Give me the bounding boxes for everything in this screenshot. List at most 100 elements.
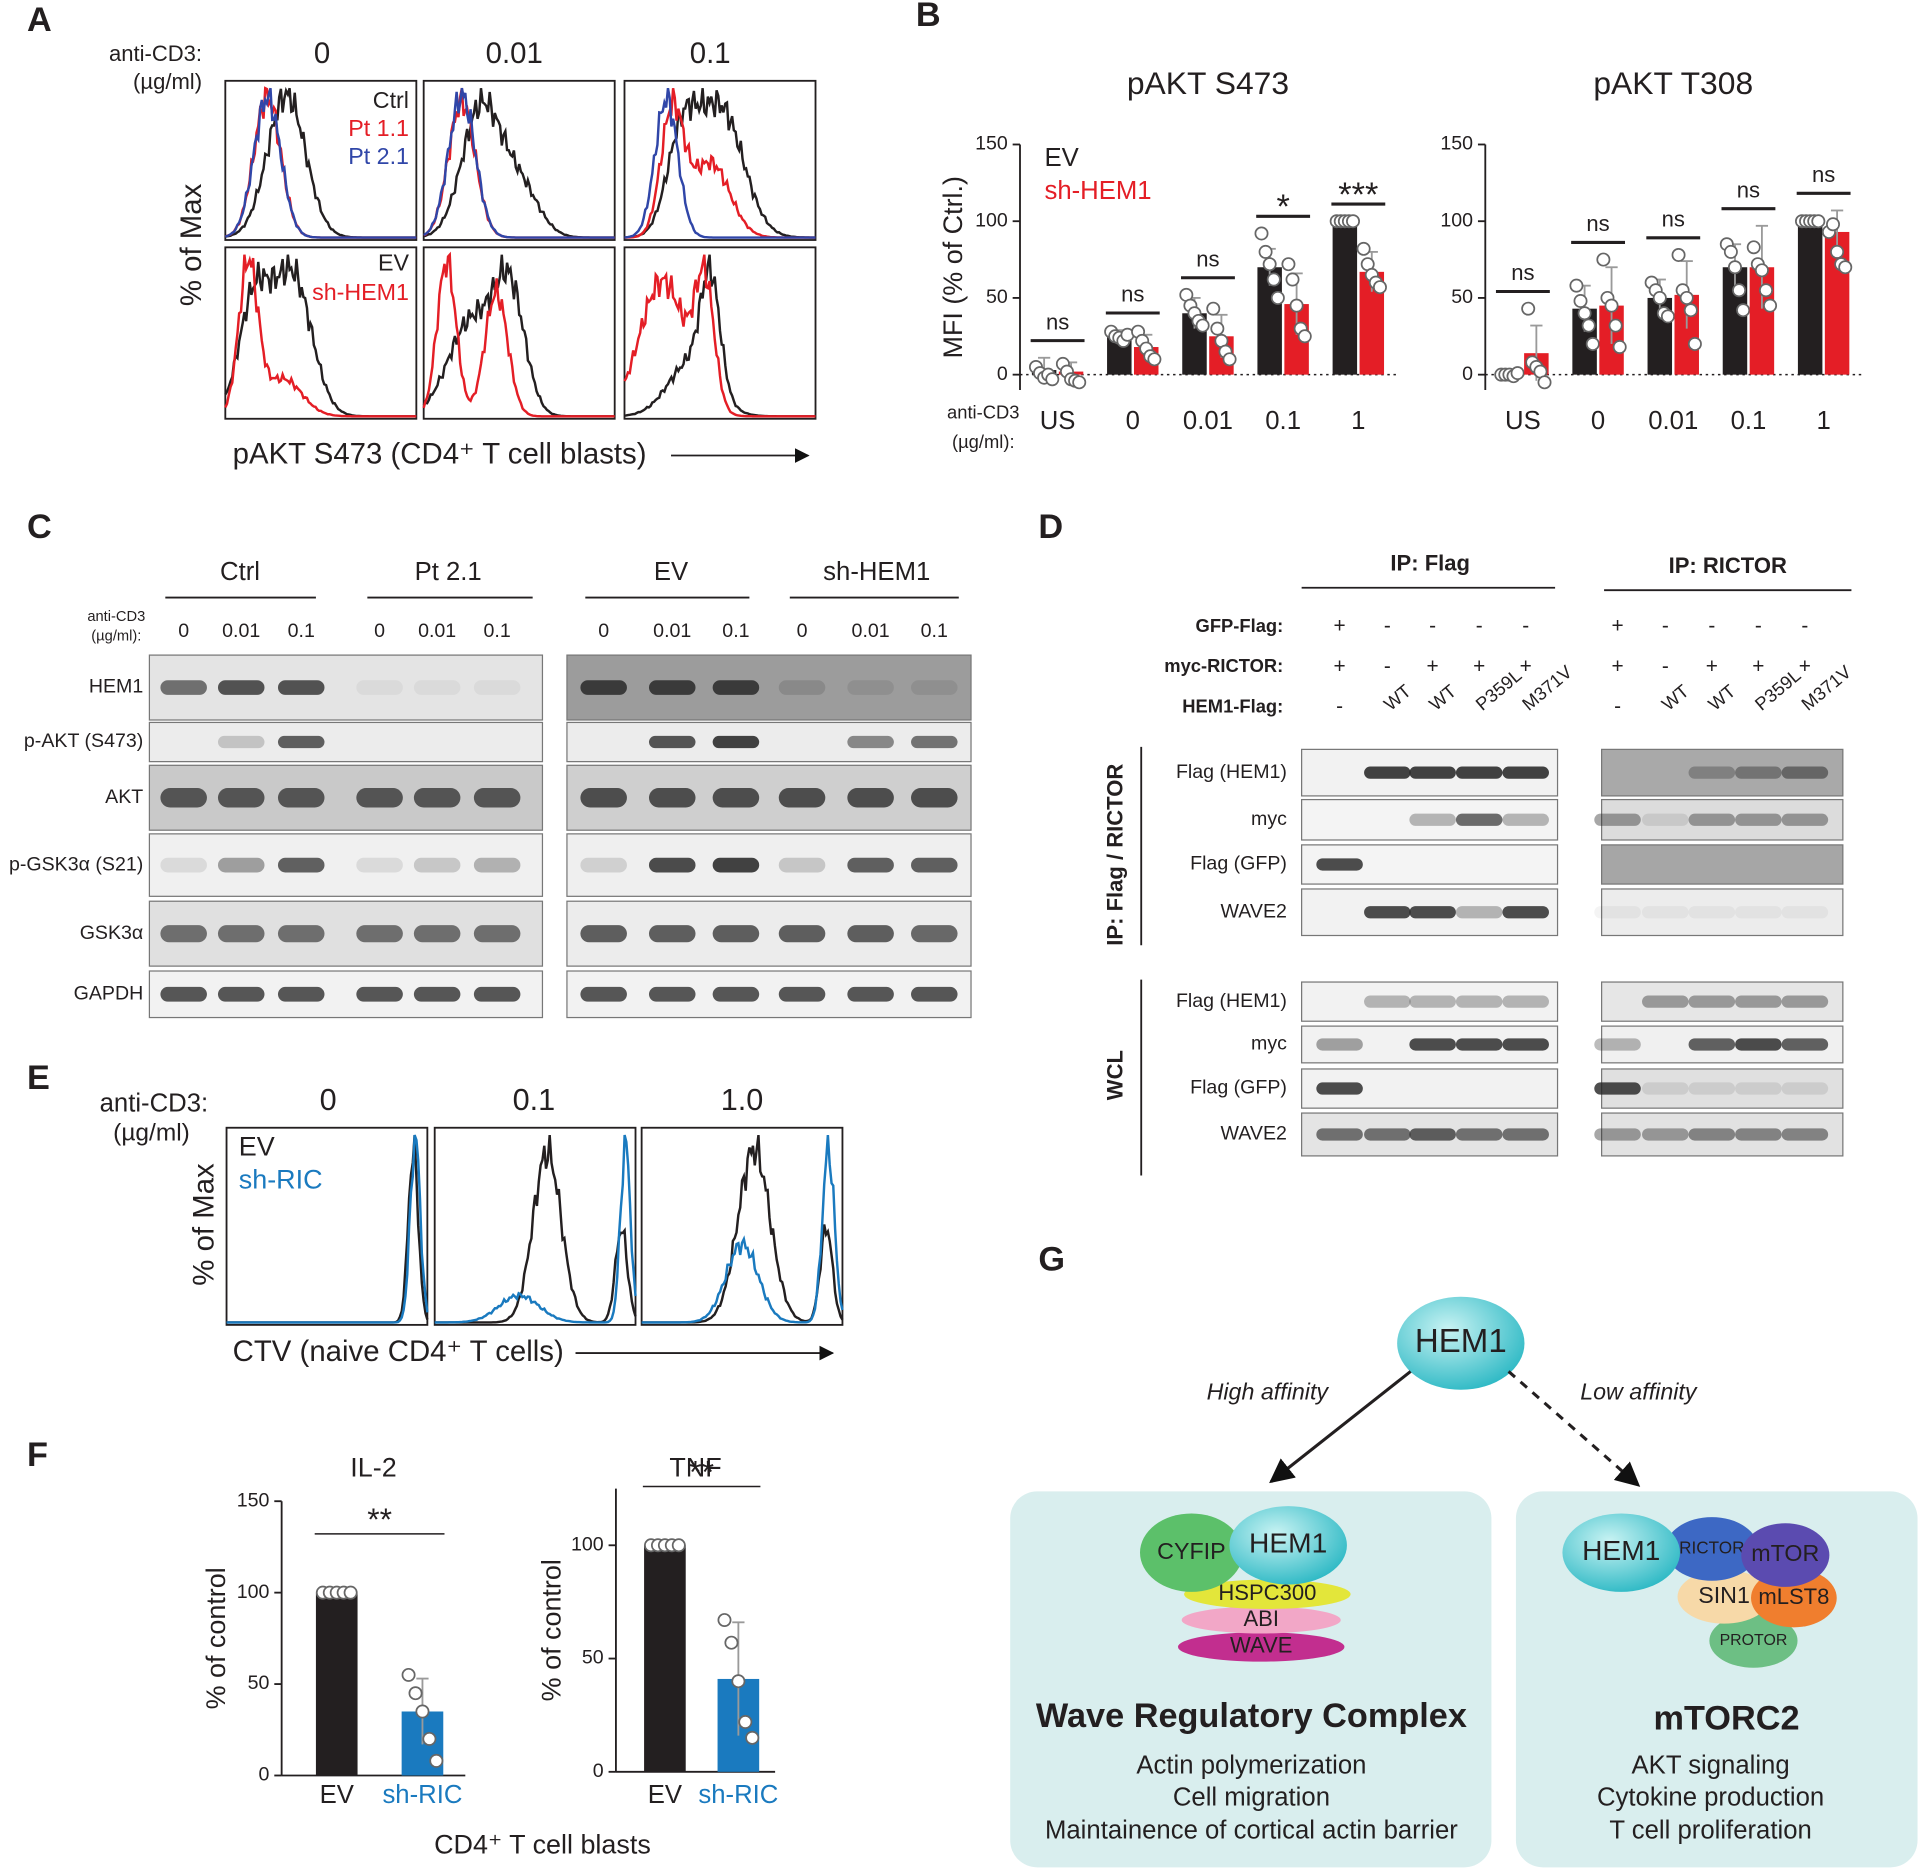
label: IP: Flag — [1390, 550, 1470, 575]
dose-label: 1.0 — [721, 1083, 764, 1117]
blot-band — [1735, 766, 1782, 779]
blot-band — [778, 857, 826, 873]
data-point — [1754, 263, 1769, 278]
blot-band — [1316, 1082, 1363, 1095]
blot-row-label: Flag (GFP) — [1190, 1077, 1287, 1099]
data-point — [1596, 252, 1611, 267]
x-tick-label: 0.01 — [1648, 407, 1698, 435]
blot-row-label: p-AKT (S473) — [24, 730, 143, 752]
blot-band — [1688, 995, 1736, 1008]
panel-label: C — [27, 508, 52, 546]
blot-band — [648, 735, 696, 749]
legend-label: Ctrl — [373, 87, 409, 113]
blot-band — [160, 857, 207, 873]
condition-label: HEM1-Flag: — [1182, 696, 1283, 717]
blot-row-label: p-GSK3α (S21) — [9, 853, 143, 875]
dose-label: 0 — [178, 620, 189, 642]
blot-band — [778, 925, 826, 943]
blot — [1601, 1068, 1844, 1109]
blot-band — [712, 925, 760, 943]
blot-band — [1364, 906, 1411, 919]
histogram-curve — [623, 254, 816, 418]
blot — [566, 970, 972, 1019]
blot-band — [1735, 1082, 1782, 1095]
significance-label: *** — [1338, 176, 1378, 214]
blot-band — [712, 735, 760, 749]
blot-band — [473, 787, 521, 808]
y-tick-label: 150 — [237, 1489, 270, 1511]
data-point — [422, 1731, 437, 1746]
blot-band — [277, 735, 325, 749]
label: (µg/ml): — [91, 629, 141, 645]
y-tick-label: 50 — [1451, 286, 1473, 308]
subunit-label: HSPC300 — [1218, 1580, 1316, 1605]
data-point — [429, 1753, 444, 1768]
blot-band — [1781, 813, 1829, 826]
blot-band — [1688, 1038, 1736, 1051]
condition-mark: - — [1384, 614, 1391, 637]
blot-row-label: HEM1 — [89, 676, 143, 698]
dose-label: 0.1 — [288, 620, 315, 642]
blot-band — [1594, 906, 1641, 919]
blot-band — [580, 925, 627, 943]
significance-label: * — [1276, 188, 1289, 226]
blot-band — [648, 986, 696, 1002]
condition-mark: - — [1522, 614, 1529, 637]
condition-mark: + — [1611, 655, 1623, 678]
significance-label: ** — [367, 1501, 392, 1537]
blot-band — [1642, 1082, 1689, 1095]
blot-row-label: WAVE2 — [1221, 900, 1287, 922]
significance-label: ns — [1196, 246, 1219, 271]
condition-mark: - — [1662, 655, 1669, 678]
x-tick-label: 0 — [1591, 407, 1605, 435]
data-point — [1072, 375, 1087, 390]
dose-label: 0 — [374, 620, 385, 642]
data-point — [1270, 290, 1285, 305]
data-point — [738, 1715, 753, 1729]
data-point — [408, 1686, 423, 1701]
blot-band — [1455, 766, 1503, 779]
panel-label: G — [1038, 1240, 1065, 1278]
data-point — [1045, 372, 1060, 387]
y-tick-label: 100 — [1440, 209, 1473, 231]
blot-band — [1364, 995, 1411, 1008]
blot — [148, 833, 544, 897]
subunit — [1184, 1579, 1351, 1609]
data-point — [1746, 240, 1761, 255]
blot-band — [413, 680, 461, 695]
complex-box — [1010, 1491, 1492, 1868]
blot-band — [356, 787, 403, 808]
condition-mark: WT — [1425, 680, 1460, 714]
data-point — [1652, 290, 1667, 305]
blot-band — [473, 986, 521, 1002]
blot-band — [1316, 1128, 1363, 1141]
data-point — [1679, 290, 1694, 305]
data-point — [1581, 318, 1596, 333]
axis-label: CTV (naive CD4⁺ T cells) — [233, 1335, 564, 1368]
blot-band — [1781, 1128, 1829, 1141]
histogram-box — [224, 79, 418, 241]
blot — [566, 654, 972, 721]
blot-band — [1781, 766, 1829, 779]
chart-title: TNF — [669, 1452, 721, 1482]
condition-mark: - — [1801, 614, 1808, 637]
significance-label: ns — [1511, 260, 1534, 285]
blot-band — [1502, 813, 1549, 826]
condition-mark: + — [1334, 655, 1346, 678]
blot-band — [473, 925, 521, 943]
y-tick-label: 50 — [582, 1647, 604, 1669]
legend-label: sh-HEM1 — [1044, 177, 1151, 205]
blot-row-label: GAPDH — [74, 982, 144, 1004]
data-point — [1206, 301, 1221, 316]
condition-mark: WT — [1657, 680, 1692, 714]
dose-label: 0.1 — [921, 620, 948, 642]
complex-function: Cytokine production — [1597, 1784, 1824, 1812]
edge-label: Low affinity — [1580, 1379, 1698, 1405]
blot-band — [580, 857, 627, 873]
blot — [148, 654, 544, 721]
data-point — [717, 1613, 732, 1628]
x-tick-label: 0.1 — [1265, 407, 1301, 435]
blot-band — [580, 986, 627, 1002]
condition-mark: WT — [1704, 680, 1739, 714]
